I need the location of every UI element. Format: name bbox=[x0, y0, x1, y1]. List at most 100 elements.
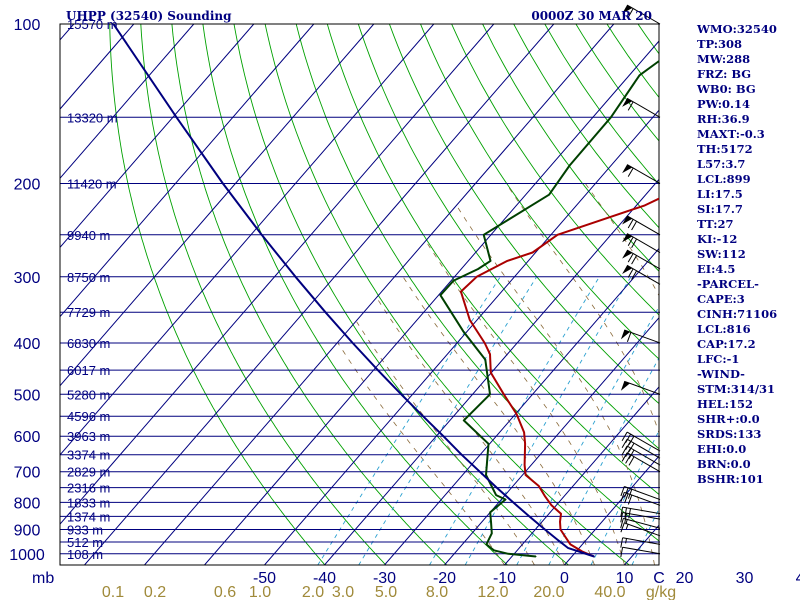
pressure-tick-label: 800 bbox=[14, 495, 41, 512]
height-tick-label: 1374 m bbox=[67, 509, 110, 524]
dewpoint-point bbox=[638, 74, 641, 76]
temperature-point bbox=[569, 543, 572, 546]
wind-barb bbox=[620, 512, 661, 524]
temperature-tick-label: 0 bbox=[560, 570, 569, 587]
index-line: STM:314/31 bbox=[697, 382, 776, 396]
mixing-ratio-tick-label: 0.6 bbox=[214, 584, 236, 600]
temperature-point bbox=[523, 431, 525, 433]
dewpoint-point bbox=[491, 532, 493, 534]
parcel-point bbox=[556, 538, 558, 541]
height-tick-label: 512 m bbox=[67, 535, 103, 550]
height-tick-label: 7729 m bbox=[67, 305, 110, 320]
mixing-ratio-tick-label: 40.0 bbox=[594, 584, 625, 600]
index-line: BRN:0.0 bbox=[697, 457, 751, 471]
wind-barb bbox=[622, 249, 661, 270]
wind-barb bbox=[622, 164, 661, 184]
temperature-point bbox=[476, 276, 478, 278]
dry-adiabat-line bbox=[388, 24, 659, 405]
pressure-tick-label: 100 bbox=[14, 17, 41, 34]
temperature-point bbox=[516, 413, 518, 415]
moist-adiabat-line bbox=[337, 342, 505, 565]
temperature-tick-label: 30 bbox=[736, 570, 754, 587]
mixing-ratio-line bbox=[631, 507, 659, 565]
dewpoint-point bbox=[439, 294, 441, 296]
temperature-point bbox=[525, 474, 527, 476]
height-tick-label: 1833 m bbox=[67, 495, 110, 510]
temperature-point bbox=[560, 513, 562, 515]
pressure-tick-label: 200 bbox=[14, 177, 41, 194]
dewpoint-point bbox=[495, 494, 497, 496]
background-line-grid bbox=[109, 24, 659, 565]
temperature-point bbox=[490, 372, 492, 374]
index-line: RH:36.9 bbox=[697, 112, 750, 126]
mixing-ratio-unit-label: g/kg bbox=[646, 584, 676, 600]
index-line: -PARCEL- bbox=[697, 277, 759, 291]
isotherm-line bbox=[384, 247, 659, 565]
index-line: FRZ: BG bbox=[697, 67, 752, 81]
pressure-unit-label: mb bbox=[32, 570, 54, 587]
index-line: PW:0.14 bbox=[697, 97, 751, 111]
dry-adiabat-line bbox=[326, 24, 659, 496]
dry-adiabat-line bbox=[420, 24, 659, 360]
mixing-ratio-line bbox=[429, 276, 600, 565]
mixing-ratio-tick-label: 8.0 bbox=[426, 584, 448, 600]
dewpoint-point bbox=[548, 194, 550, 196]
temperature-point bbox=[544, 496, 546, 498]
parcel-point bbox=[112, 24, 114, 25]
parcel-point bbox=[593, 555, 595, 558]
parcel-point bbox=[377, 369, 379, 371]
height-tick-label: 13320 m bbox=[67, 110, 118, 125]
index-line: TH:5172 bbox=[697, 142, 753, 156]
temperature-point bbox=[469, 319, 471, 321]
mixing-ratio-tick-label: 2.0 bbox=[302, 584, 324, 600]
isotherm-line bbox=[324, 178, 659, 565]
isotherm-line bbox=[444, 316, 659, 565]
index-line: MAXT:-0.3 bbox=[697, 127, 765, 141]
height-tick-label: 933 m bbox=[67, 523, 103, 538]
temperature-tick-label: -10 bbox=[493, 570, 516, 587]
mixing-ratio-line bbox=[516, 305, 659, 565]
index-line: CAPE:3 bbox=[697, 292, 745, 306]
dewpoint-point bbox=[485, 543, 487, 546]
isotherm-line bbox=[60, 24, 495, 525]
index-line: WMO:32540 bbox=[697, 22, 777, 36]
index-line: TP:308 bbox=[697, 37, 743, 51]
dewpoint-point bbox=[483, 234, 485, 236]
moist-adiabat-line bbox=[376, 298, 565, 565]
height-tick-label: 3963 m bbox=[67, 429, 110, 444]
index-line: CINH:71106 bbox=[697, 307, 778, 321]
index-line: SW:112 bbox=[697, 247, 746, 261]
temperature-point bbox=[524, 464, 526, 466]
isotherm-line bbox=[504, 386, 659, 565]
dewpoint-point bbox=[485, 474, 487, 476]
temperature-point bbox=[506, 260, 508, 262]
parcel-point bbox=[175, 116, 178, 118]
mixing-ratio-tick-label: 1.0 bbox=[249, 584, 271, 600]
parcel-point bbox=[294, 276, 297, 278]
dry-adiabat-line bbox=[109, 24, 326, 565]
index-line: LCL:816 bbox=[697, 322, 751, 336]
parcel-point bbox=[261, 234, 263, 236]
dry-adiabat-line bbox=[202, 24, 508, 565]
pressure-tick-label: 600 bbox=[14, 429, 41, 446]
isotherm-line bbox=[60, 24, 315, 318]
isotherm-line bbox=[60, 24, 435, 456]
parcel-point bbox=[461, 454, 463, 456]
height-tick-label: 2829 m bbox=[67, 465, 110, 480]
parcel-point bbox=[567, 547, 569, 549]
height-tick-label: 6017 m bbox=[67, 363, 110, 378]
height-tick-label: 6830 m bbox=[67, 336, 110, 351]
temperature-point bbox=[559, 528, 562, 531]
index-line: -WIND- bbox=[697, 367, 745, 381]
dewpoint-point bbox=[507, 553, 509, 555]
mixing-ratio-line bbox=[590, 429, 659, 565]
dry-adiabat-line bbox=[357, 24, 659, 450]
temperature-point bbox=[460, 291, 462, 293]
wind-barbs bbox=[620, 4, 661, 558]
index-line: SHR+:0.0 bbox=[697, 412, 760, 426]
dry-adiabat-line bbox=[140, 24, 387, 565]
temperature-tick-label: -40 bbox=[313, 570, 336, 587]
dewpoint-point bbox=[489, 511, 491, 513]
index-line: CAP:17.2 bbox=[697, 337, 756, 351]
wind-barb bbox=[620, 517, 661, 529]
